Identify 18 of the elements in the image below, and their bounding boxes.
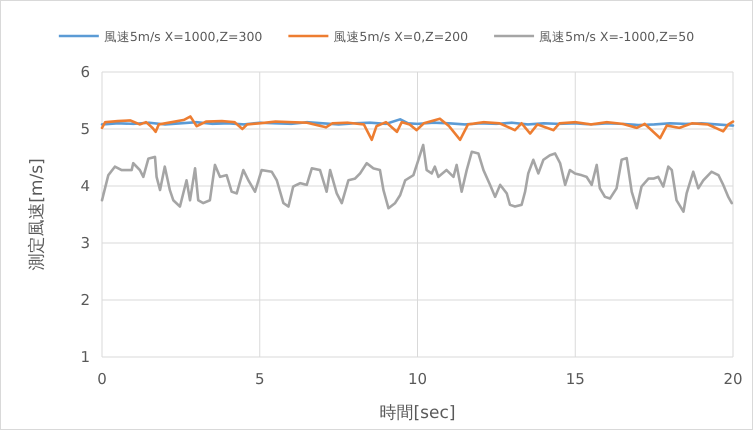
y-axis-title: 測定風速[m/s] [27,158,47,271]
y-tick-label: 6 [80,63,90,81]
y-tick-label: 2 [80,291,90,309]
legend-label: 風速5m/s X=0,Z=200 [333,29,468,44]
x-tick-label: 0 [97,370,107,388]
y-tick-label: 4 [80,177,90,195]
x-tick-label: 20 [723,370,743,388]
legend-label: 風速5m/s X=-1000,Z=50 [539,29,694,44]
y-tick-label: 3 [80,234,90,252]
line-series [100,115,734,142]
line-series [100,144,734,213]
x-axis-title: 時間[sec] [380,403,456,423]
x-tick-label: 5 [254,370,265,388]
y-tick-label: 1 [80,348,90,366]
legend-label: 風速5m/s X=1000,Z=300 [104,29,262,44]
x-tick-label: 10 [408,370,428,388]
x-tick-label: 15 [566,370,585,388]
y-tick-label: 5 [80,120,90,138]
